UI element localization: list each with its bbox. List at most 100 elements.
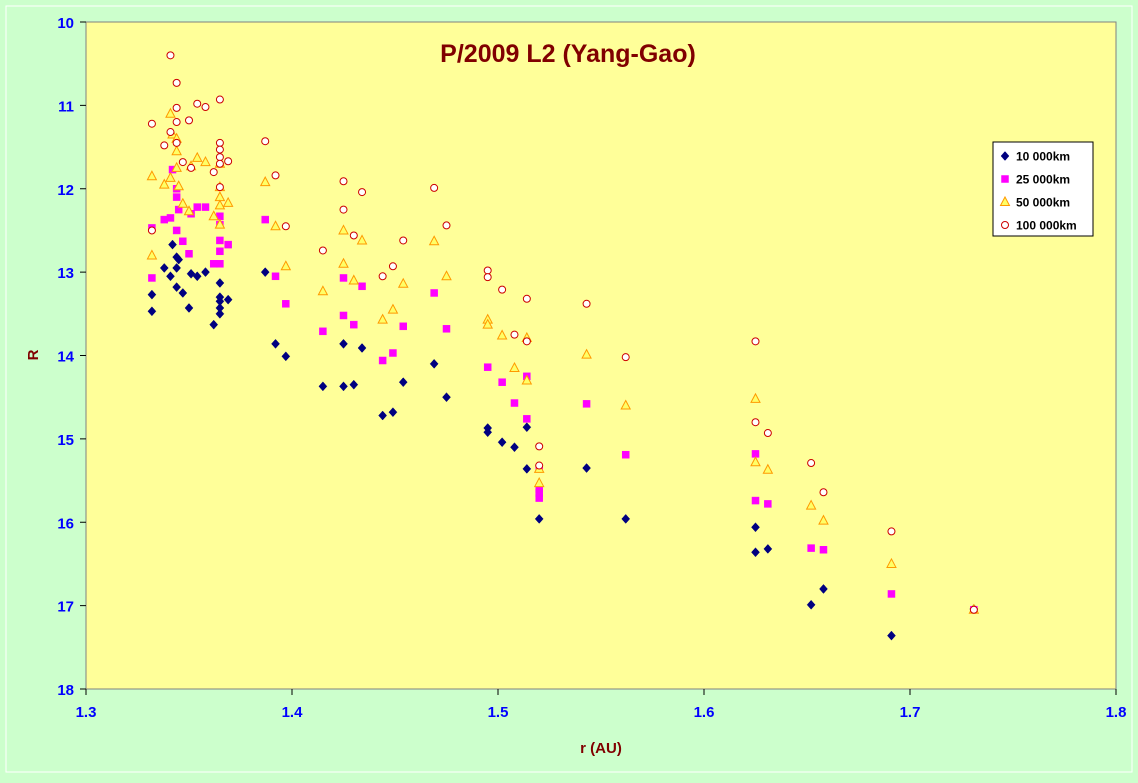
data-point [172, 138, 181, 147]
data-point [582, 463, 591, 473]
data-point [388, 262, 397, 271]
data-point [378, 356, 387, 365]
data-point [201, 103, 210, 112]
y-tick-label: 18 [57, 682, 74, 699]
data-point [620, 399, 632, 410]
data-point [349, 379, 359, 390]
data-point [497, 437, 507, 448]
data-point [184, 303, 194, 313]
data-point [338, 224, 349, 235]
data-point [621, 353, 630, 362]
data-point [349, 231, 358, 240]
data-point [166, 214, 175, 222]
data-point [172, 78, 181, 87]
data-point [224, 157, 233, 166]
data-point [496, 329, 508, 340]
data-point [172, 226, 181, 235]
axes: 1.3 1.4 1.5 1.6 1.7 1.8 10 11 12 13 14 15 16 17 18 [57, 15, 1126, 721]
data-point [172, 103, 181, 112]
chart-title: P/2009 L2 (Yang-Gao) [440, 40, 696, 68]
data-point [621, 450, 630, 459]
data-point [185, 250, 193, 258]
data-point [442, 221, 451, 230]
data-point [271, 272, 280, 281]
x-tick-label: 1.7 [900, 704, 921, 721]
data-point [147, 119, 156, 128]
data-point [819, 584, 828, 594]
data-point [165, 107, 176, 118]
y-tick-label: 12 [57, 182, 74, 199]
data-point [522, 464, 532, 474]
data-point [318, 381, 328, 392]
data-point [339, 311, 348, 320]
data-point [751, 418, 760, 427]
x-tick-label: 1.5 [488, 704, 509, 721]
data-point [186, 268, 196, 279]
data-point [260, 267, 270, 278]
data-point [750, 392, 761, 403]
data-point [510, 330, 519, 339]
data-point [750, 456, 761, 467]
data-point [442, 392, 451, 403]
data-point [166, 128, 175, 137]
data-point [160, 141, 169, 150]
data-point [582, 299, 591, 308]
data-point [378, 272, 387, 281]
data-point [192, 271, 202, 282]
y-tick-label: 13 [57, 265, 74, 282]
y-tick-label: 17 [57, 599, 74, 616]
x-tick-label: 1.4 [282, 704, 304, 721]
data-point [166, 51, 175, 60]
data-point [147, 306, 157, 317]
data-point [171, 161, 182, 172]
x-tick-label: 1.8 [1106, 704, 1127, 721]
data-point [319, 327, 327, 336]
data-point [764, 500, 772, 508]
data-point [216, 260, 224, 268]
data-point [317, 285, 329, 296]
data-point [185, 116, 193, 125]
data-point [281, 222, 290, 231]
data-point [357, 343, 367, 353]
data-point [173, 180, 185, 191]
y-axis-label: R [25, 349, 42, 360]
data-point [201, 267, 210, 278]
data-point [183, 205, 195, 216]
data-point [358, 188, 367, 197]
data-point [339, 381, 348, 392]
data-point [271, 338, 280, 349]
data-point [224, 240, 232, 249]
data-point [498, 285, 507, 294]
data-point [339, 338, 348, 349]
legend-marker [1000, 151, 1010, 161]
data-point [522, 422, 532, 433]
data-point [535, 461, 544, 470]
data-point [147, 226, 156, 235]
data-point [166, 271, 175, 282]
series-1 [147, 239, 979, 641]
legend-marker [999, 195, 1011, 206]
data-point [261, 215, 269, 224]
data-point [270, 220, 281, 231]
data-point [397, 277, 409, 288]
data-point [581, 348, 592, 359]
data-point [339, 274, 348, 282]
data-point [158, 178, 170, 189]
y-tick-label: 14 [57, 349, 74, 366]
data-point [216, 247, 224, 256]
data-point [215, 159, 224, 168]
data-point [338, 257, 349, 268]
data-point [178, 158, 187, 167]
legend-label: 10 000km [1016, 150, 1070, 164]
data-point [215, 278, 225, 288]
data-point [215, 138, 224, 147]
y-tick-label: 11 [58, 98, 74, 115]
data-point [215, 308, 225, 319]
x-axis-label: r (AU) [580, 740, 622, 757]
data-point [819, 488, 828, 497]
data-point [763, 544, 773, 554]
data-point [523, 415, 531, 423]
data-point [172, 118, 181, 127]
data-point [399, 322, 407, 331]
